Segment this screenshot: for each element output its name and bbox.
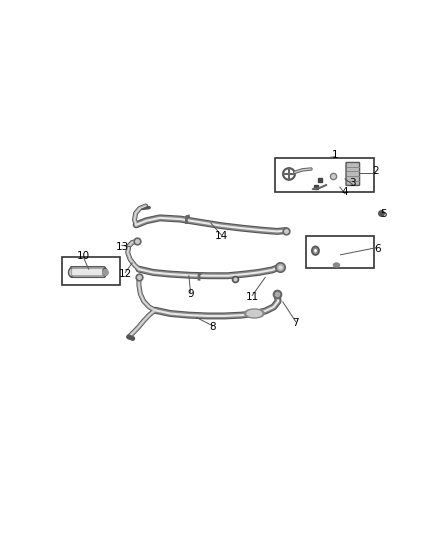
Text: 10: 10	[77, 251, 90, 261]
Ellipse shape	[247, 310, 262, 317]
Text: 1: 1	[332, 150, 338, 160]
FancyBboxPatch shape	[346, 163, 360, 185]
Ellipse shape	[312, 247, 319, 255]
Bar	[62, 257, 120, 285]
Bar	[276, 158, 374, 192]
Text: 5: 5	[380, 209, 387, 219]
Bar	[306, 236, 374, 268]
Text: 6: 6	[374, 245, 381, 254]
Text: 4: 4	[342, 187, 348, 197]
Text: 8: 8	[209, 322, 216, 333]
Text: 3: 3	[350, 178, 356, 188]
Text: 7: 7	[293, 318, 299, 328]
Text: 14: 14	[215, 231, 228, 241]
Ellipse shape	[333, 263, 339, 267]
Ellipse shape	[68, 268, 74, 277]
Text: 2: 2	[372, 166, 379, 176]
Text: 12: 12	[119, 269, 132, 279]
FancyBboxPatch shape	[71, 266, 105, 277]
FancyBboxPatch shape	[72, 268, 104, 276]
Ellipse shape	[244, 309, 264, 318]
Text: 9: 9	[187, 289, 194, 299]
Ellipse shape	[314, 248, 318, 253]
Text: 11: 11	[246, 292, 259, 302]
Ellipse shape	[102, 268, 107, 276]
Text: 13: 13	[115, 241, 129, 252]
